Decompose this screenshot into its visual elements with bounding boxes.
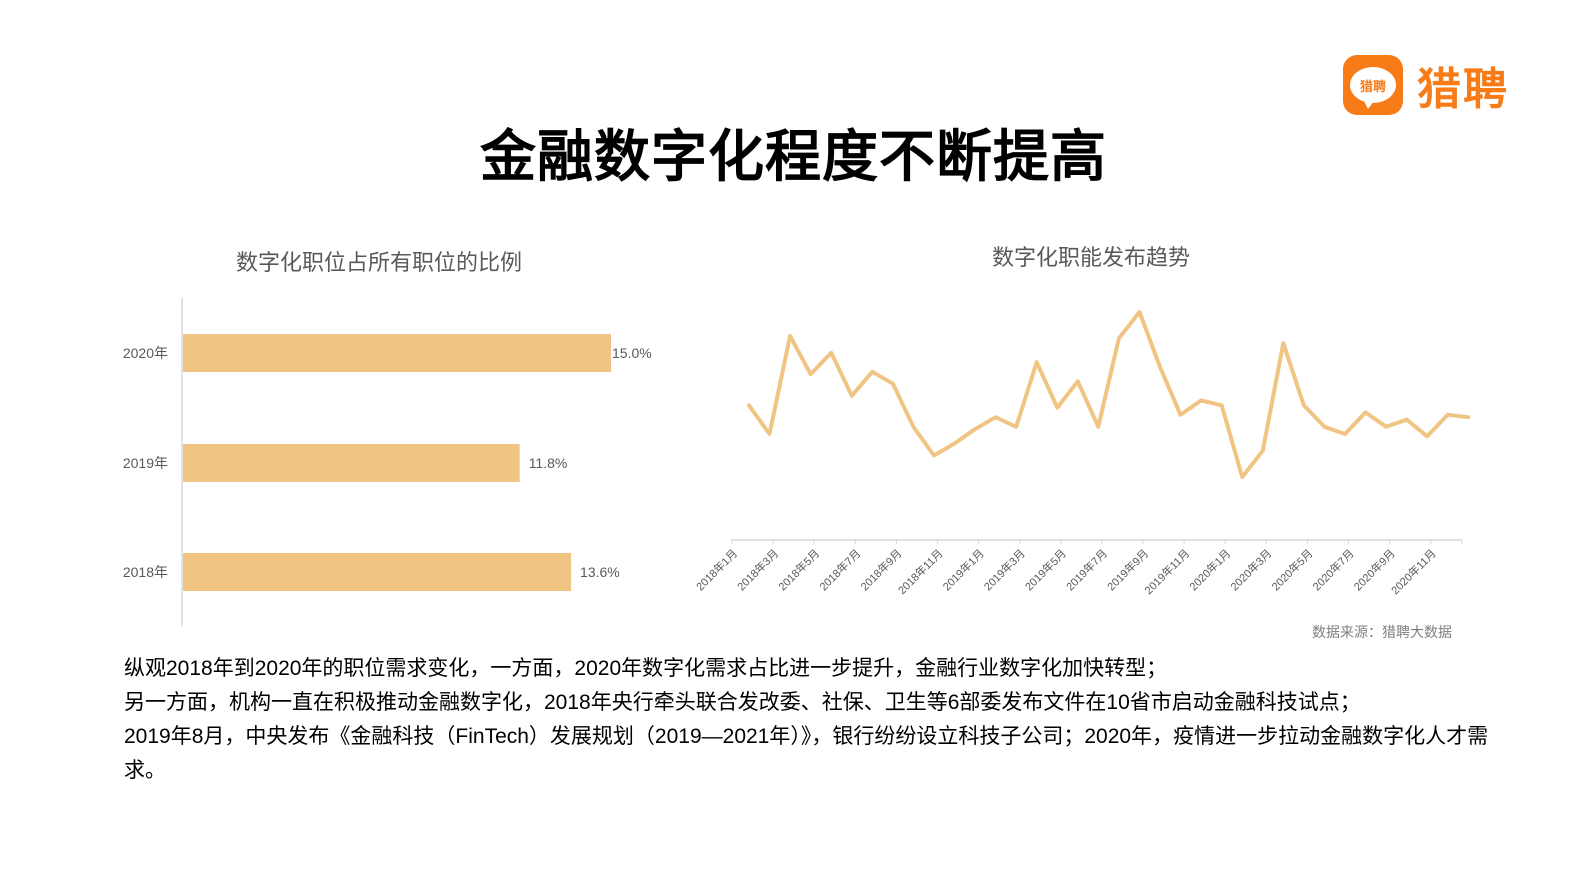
body-paragraph: 2019年8月，中央发布《金融科技（FinTech）发展规划（2019—2021…	[124, 725, 1489, 782]
page-title: 金融数字化程度不断提高	[480, 125, 1107, 188]
x-tick-label: 2019年1月	[940, 546, 987, 593]
x-tick-label: 2018年5月	[775, 546, 822, 593]
brand-badge-icon: 猎聘	[1343, 55, 1403, 115]
trend-line	[747, 310, 1471, 479]
x-tick-label: 2020年7月	[1310, 546, 1357, 593]
body-text: 纵观2018年到2020年的职位需求变化，一方面，2020年数字化需求占比进一步…	[124, 652, 1504, 788]
line-chart-title: 数字化职能发布趋势	[992, 245, 1191, 270]
x-tick-label: 2020年1月	[1186, 546, 1233, 593]
bar-value-label: 11.8%	[529, 455, 568, 471]
x-tick-label: 2019年7月	[1063, 546, 1110, 593]
bar-chart-title: 数字化职位占所有职位的比例	[236, 250, 523, 275]
bar-chart: 2020年 15.0% 2019年 11.8% 2018年 13.6%	[123, 298, 652, 626]
x-tick-label: 2019年3月	[981, 546, 1028, 593]
x-tick-label: 2018年3月	[734, 546, 781, 593]
bar	[183, 334, 611, 372]
body-paragraph: 纵观2018年到2020年的职位需求变化，一方面，2020年数字化需求占比进一步…	[124, 657, 1168, 680]
x-tick-label: 2019年11月	[1141, 546, 1192, 597]
bar	[183, 553, 572, 591]
bar-category-label: 2019年	[123, 455, 168, 471]
bar-value-label: 13.6%	[580, 564, 620, 580]
bar-category-label: 2020年	[123, 345, 168, 361]
brand-name: 猎聘	[1417, 65, 1509, 114]
x-tick-label: 2020年11月	[1388, 546, 1439, 597]
bar-value-label: 15.0%	[612, 345, 652, 361]
body-paragraph: 另一方面，机构一直在积极推动金融数字化，2018年央行牵头联合发改委、社保、卫生…	[124, 691, 1361, 714]
x-tick-label: 2019年5月	[1022, 546, 1069, 593]
brand-logo: 猎聘 猎聘	[1343, 53, 1509, 117]
x-tick-label: 2020年3月	[1227, 546, 1274, 593]
bar-category-label: 2018年	[123, 564, 168, 580]
x-tick-label: 2018年7月	[816, 546, 863, 593]
bar	[183, 444, 520, 482]
x-tick-label: 2018年1月	[693, 546, 740, 593]
speech-bubble-icon: 猎聘	[1350, 67, 1396, 109]
data-source-note: 数据来源：猎聘大数据	[1312, 624, 1452, 640]
x-tick-label: 2020年5月	[1268, 546, 1315, 593]
x-tick-label: 2018年11月	[895, 546, 946, 597]
line-chart: 2018年1月2018年3月2018年5月2018年7月2018年9月2018年…	[693, 310, 1471, 597]
